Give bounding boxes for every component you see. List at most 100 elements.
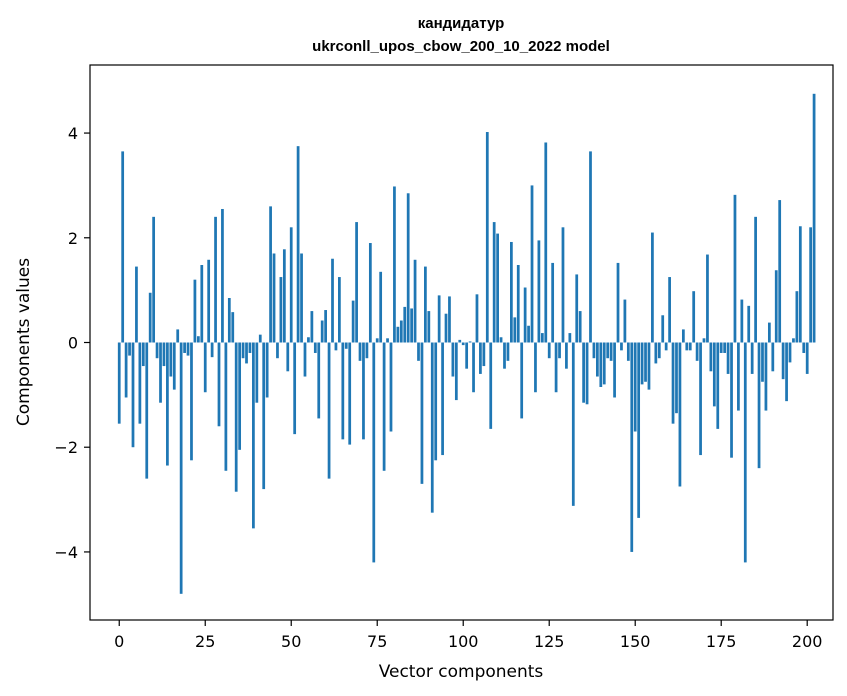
bar-23 xyxy=(196,336,200,343)
bar-78 xyxy=(386,338,389,343)
bar-106 xyxy=(482,342,486,367)
bar-3 xyxy=(128,342,131,356)
y-tick-label: 0 xyxy=(68,334,78,353)
bar-79 xyxy=(389,342,393,432)
bar-114 xyxy=(510,241,513,343)
bar-159 xyxy=(664,342,668,351)
bar-125 xyxy=(547,342,551,359)
bar-31 xyxy=(224,342,228,471)
bar-22 xyxy=(193,279,197,343)
bar-105 xyxy=(479,342,482,374)
bar-195 xyxy=(788,342,792,363)
bar-160 xyxy=(668,277,671,343)
bar-10 xyxy=(152,216,156,343)
bar-147 xyxy=(623,299,627,343)
bar-111 xyxy=(499,337,503,343)
bar-21 xyxy=(190,342,193,461)
bar-34 xyxy=(234,342,238,492)
bar-97 xyxy=(451,342,455,377)
bar-42 xyxy=(262,342,266,490)
bar-162 xyxy=(675,342,678,414)
bar-30 xyxy=(221,208,224,343)
bar-32 xyxy=(227,298,231,343)
x-tick-label: 75 xyxy=(367,632,387,651)
bar-80 xyxy=(393,186,396,343)
bar-123 xyxy=(540,333,544,343)
bar-171 xyxy=(706,254,709,343)
bar-126 xyxy=(551,262,555,343)
bar-84 xyxy=(406,193,410,343)
bar-112 xyxy=(503,342,506,369)
bar-110 xyxy=(496,233,499,343)
bar-151 xyxy=(637,342,641,518)
bar-88 xyxy=(420,342,424,484)
bar-24 xyxy=(200,265,204,343)
bar-98 xyxy=(454,342,458,401)
bar-181 xyxy=(740,299,744,343)
bar-49 xyxy=(286,342,290,372)
bar-164 xyxy=(681,329,685,343)
bar-27 xyxy=(210,342,214,358)
bar-35 xyxy=(238,342,242,450)
bar-6 xyxy=(138,342,142,424)
bar-103 xyxy=(472,342,475,393)
bar-183 xyxy=(747,305,751,343)
bar-161 xyxy=(671,342,675,424)
bar-200 xyxy=(805,342,809,374)
bar-189 xyxy=(767,322,771,343)
bar-40 xyxy=(255,342,259,403)
bar-128 xyxy=(558,342,561,359)
bar-8 xyxy=(145,342,149,479)
bar-11 xyxy=(155,342,159,359)
bar-76 xyxy=(379,271,383,343)
bar-47 xyxy=(279,277,283,343)
bar-50 xyxy=(289,227,293,343)
bar-182 xyxy=(743,342,747,563)
bar-65 xyxy=(341,342,345,440)
bar-124 xyxy=(544,142,548,343)
bar-96 xyxy=(448,296,451,343)
bar-83 xyxy=(403,306,407,343)
x-tick-label: 200 xyxy=(792,632,823,651)
bar-17 xyxy=(176,329,180,343)
x-axis-ticks: 0 25 50 75 100 125 150 175 200 xyxy=(114,620,822,651)
bar-15 xyxy=(169,342,173,377)
bar-156 xyxy=(654,342,658,364)
bar-1 xyxy=(121,151,125,343)
bar-71 xyxy=(362,342,365,440)
bar-26 xyxy=(207,259,211,343)
bar-series xyxy=(117,93,816,594)
bar-201 xyxy=(809,227,813,343)
x-tick-label: 125 xyxy=(534,632,565,651)
bar-202 xyxy=(812,93,816,343)
bar-99 xyxy=(458,339,462,343)
bar-132 xyxy=(571,342,575,506)
bar-163 xyxy=(678,342,682,487)
bar-86 xyxy=(413,259,417,343)
bar-74 xyxy=(372,342,376,563)
bar-63 xyxy=(334,342,338,351)
bar-191 xyxy=(774,270,778,343)
y-axis-ticks: −4 −2 0 2 4 xyxy=(54,124,90,562)
bar-108 xyxy=(489,342,493,429)
x-tick-label: 100 xyxy=(448,632,479,651)
bar-13 xyxy=(162,342,166,367)
bar-52 xyxy=(296,146,300,343)
bar-28 xyxy=(214,216,217,343)
bar-130 xyxy=(565,342,568,369)
bar-60 xyxy=(324,310,327,343)
bar-199 xyxy=(802,342,806,353)
bar-62 xyxy=(331,258,334,343)
bar-115 xyxy=(513,317,517,343)
bar-2 xyxy=(124,342,128,398)
bar-77 xyxy=(382,342,386,471)
bar-157 xyxy=(657,342,661,359)
bar-69 xyxy=(355,222,358,343)
bar-82 xyxy=(399,320,403,343)
bar-175 xyxy=(719,342,723,353)
bar-186 xyxy=(757,342,761,469)
x-tick-label: 50 xyxy=(281,632,301,651)
bar-137 xyxy=(589,151,592,343)
bar-113 xyxy=(506,342,510,361)
